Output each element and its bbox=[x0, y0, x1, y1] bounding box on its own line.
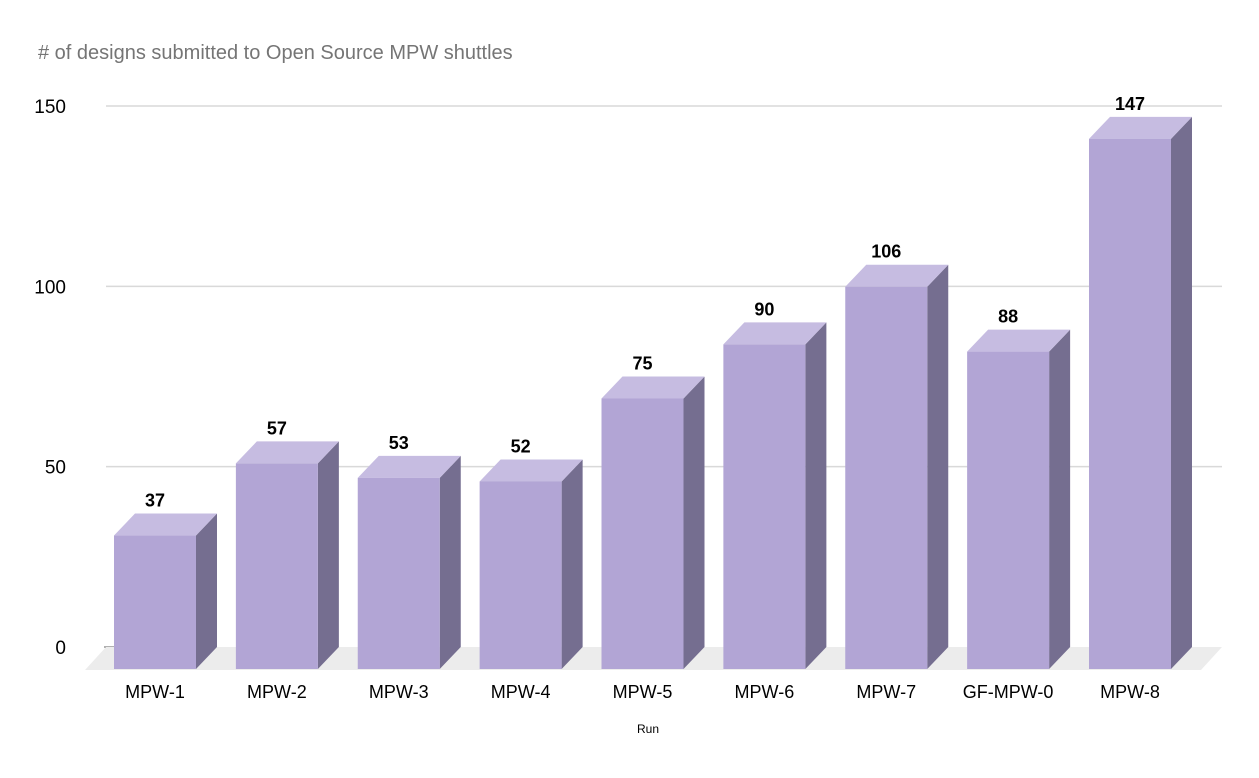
bar-front-face bbox=[845, 286, 928, 669]
bar-front-face bbox=[235, 463, 318, 669]
bar-front-face bbox=[479, 481, 562, 669]
category-label-MPW-2: MPW-2 bbox=[247, 682, 307, 702]
bar-top-face bbox=[235, 441, 339, 464]
bar-MPW-8 bbox=[1089, 116, 1192, 669]
bar-side-face bbox=[196, 513, 217, 669]
bar-front-face bbox=[1089, 138, 1171, 669]
value-label-GF-MPW-0: 88 bbox=[998, 307, 1018, 327]
value-label-MPW-7: 106 bbox=[871, 242, 901, 262]
bar-top-face bbox=[357, 455, 461, 478]
bar-front-face bbox=[967, 351, 1050, 669]
category-label-MPW-5: MPW-5 bbox=[613, 682, 673, 702]
value-label-MPW-1: 37 bbox=[145, 491, 165, 511]
bar-top-face bbox=[479, 459, 583, 482]
ytick-label-0: 0 bbox=[55, 638, 66, 659]
bar-side-face bbox=[1049, 329, 1071, 669]
bar-top-face bbox=[723, 322, 827, 345]
bar-MPW-3 bbox=[357, 455, 461, 669]
bar-front-face bbox=[114, 535, 196, 669]
bar-front-face bbox=[601, 398, 684, 669]
ytick-label-50: 50 bbox=[45, 458, 66, 479]
category-label-MPW-1: MPW-1 bbox=[125, 682, 185, 702]
bar-GF-MPW-0 bbox=[967, 329, 1071, 669]
bar-top-face bbox=[601, 376, 705, 399]
bar-side-face bbox=[439, 455, 461, 669]
bar-side-face bbox=[683, 376, 705, 669]
category-label-MPW-8: MPW-8 bbox=[1100, 682, 1160, 702]
bar-front-face bbox=[723, 344, 806, 669]
bar-side-face bbox=[561, 459, 583, 669]
category-label-MPW-6: MPW-6 bbox=[735, 682, 795, 702]
bar-top-face bbox=[845, 264, 949, 287]
category-label-MPW-7: MPW-7 bbox=[856, 682, 916, 702]
ytick-label-150: 150 bbox=[34, 97, 66, 118]
ytick-label-100: 100 bbox=[34, 277, 66, 298]
category-label-MPW-3: MPW-3 bbox=[369, 682, 429, 702]
bar-top-face bbox=[1089, 116, 1192, 139]
value-label-MPW-5: 75 bbox=[632, 354, 652, 374]
value-label-MPW-3: 53 bbox=[389, 433, 409, 453]
bar-front-face bbox=[357, 477, 440, 669]
bar-side-face bbox=[805, 322, 827, 669]
chart-title: # of designs submitted to Open Source MP… bbox=[38, 42, 513, 64]
bar-MPW-1 bbox=[114, 513, 217, 669]
bar-side-face bbox=[317, 441, 339, 669]
bar-MPW-5 bbox=[601, 376, 705, 669]
bar-side-face bbox=[927, 264, 949, 669]
value-label-MPW-2: 57 bbox=[267, 418, 287, 438]
category-label-GF-MPW-0: GF-MPW-0 bbox=[963, 682, 1054, 702]
x-axis-title: Run bbox=[636, 722, 659, 736]
bar-top-face bbox=[114, 513, 217, 536]
bar-MPW-4 bbox=[479, 459, 583, 669]
category-label-MPW-4: MPW-4 bbox=[491, 682, 551, 702]
value-label-MPW-6: 90 bbox=[754, 299, 774, 319]
bar-MPW-7 bbox=[845, 264, 949, 669]
value-label-MPW-4: 52 bbox=[511, 436, 531, 456]
bar-MPW-6 bbox=[723, 322, 827, 669]
bar-MPW-2 bbox=[235, 441, 339, 669]
bar-top-face bbox=[967, 329, 1071, 352]
value-label-MPW-8: 147 bbox=[1115, 94, 1145, 114]
bar-side-face bbox=[1171, 116, 1192, 669]
